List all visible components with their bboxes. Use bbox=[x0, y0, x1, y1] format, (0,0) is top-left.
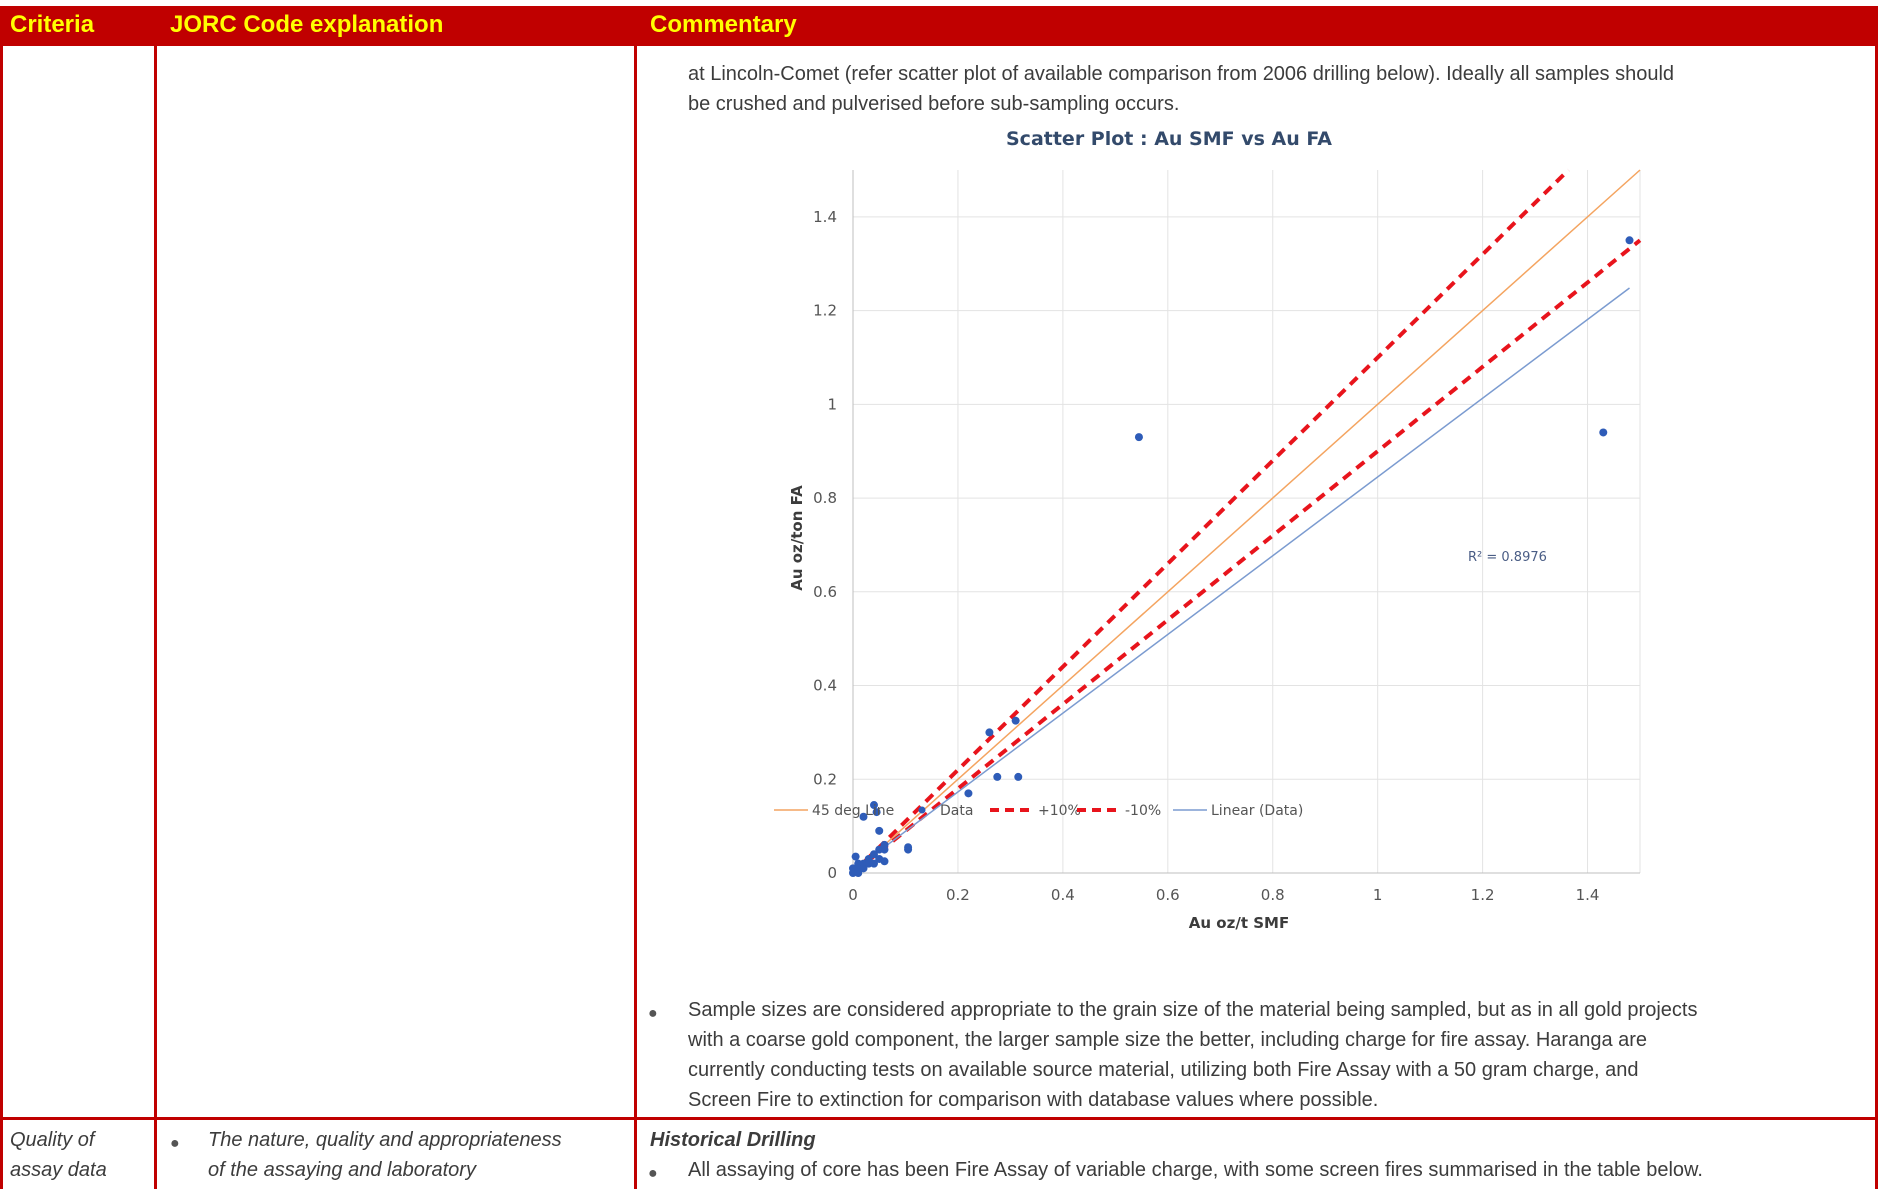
header-criteria: Criteria bbox=[10, 11, 95, 38]
y-tick-label: 1.4 bbox=[813, 208, 837, 226]
y-tick-label: 0.6 bbox=[813, 583, 837, 601]
jorc-quality-line-1: The nature, quality and appropriateness bbox=[208, 1129, 562, 1151]
sample-size-line-3: currently conducting tests on available … bbox=[688, 1059, 1639, 1081]
legend-item: -10% bbox=[1077, 803, 1161, 819]
data-point bbox=[880, 840, 889, 849]
legend-item: +10% bbox=[990, 803, 1081, 819]
data-point bbox=[1011, 716, 1020, 725]
x-tick-label: 0.8 bbox=[1261, 886, 1285, 904]
x-tick-label: 0 bbox=[848, 886, 858, 904]
data-point bbox=[1599, 428, 1608, 437]
data-point bbox=[964, 789, 973, 798]
header-commentary: Commentary bbox=[650, 11, 797, 38]
assaying-line: All assaying of core has been Fire Assay… bbox=[688, 1159, 1703, 1181]
sample-size-line-1: Sample sizes are considered appropriate … bbox=[688, 999, 1698, 1021]
data-point bbox=[872, 808, 881, 817]
sample-size-line-4: Screen Fire to extinction for comparison… bbox=[688, 1089, 1379, 1111]
jorc-quality-line-2: of the assaying and laboratory bbox=[208, 1159, 476, 1181]
data-point bbox=[864, 854, 873, 863]
series-line-45-deg-line bbox=[852, 169, 1641, 874]
r-squared-annotation: R² = 0.8976 bbox=[1468, 550, 1547, 565]
data-point bbox=[985, 728, 994, 737]
x-tick-label: 1.2 bbox=[1471, 886, 1495, 904]
data-point bbox=[869, 801, 878, 810]
x-tick-label: 1.4 bbox=[1576, 886, 1600, 904]
table-header: Criteria JORC Code explanation Commentar… bbox=[0, 6, 1878, 46]
column-divider-1 bbox=[154, 46, 157, 1189]
data-point bbox=[1134, 433, 1143, 442]
historical-drilling-heading: Historical Drilling bbox=[650, 1129, 816, 1151]
y-tick-label: 1 bbox=[827, 395, 837, 413]
data-point bbox=[904, 843, 913, 852]
x-tick-label: 0.4 bbox=[1051, 886, 1075, 904]
y-tick-label: 0.4 bbox=[813, 677, 837, 695]
data-point bbox=[1014, 772, 1023, 781]
sample-size-line-2: with a coarse gold component, the larger… bbox=[688, 1029, 1648, 1051]
chart-grid bbox=[852, 170, 1641, 874]
chart-points bbox=[849, 236, 1634, 877]
legend-label: Linear (Data) bbox=[1211, 803, 1303, 819]
header-jorc: JORC Code explanation bbox=[170, 11, 444, 38]
x-tick-label: 1 bbox=[1373, 886, 1383, 904]
data-point bbox=[993, 772, 1002, 781]
chart-title: Scatter Plot : Au SMF vs Au FA bbox=[1006, 128, 1332, 150]
chart-ticks: 0 0.2 0.4 0.6 0.8 1 1.2 1.4 0 0.2 0.4 0.6 0.8 1 1.2 1.4 bbox=[813, 208, 1599, 904]
criteria-quality-line-1: Quality of bbox=[10, 1129, 95, 1151]
x-tick-label: 0.2 bbox=[946, 886, 970, 904]
series-line--10- bbox=[851, 168, 1570, 875]
legend-label: Data bbox=[940, 803, 973, 819]
legend-marker bbox=[918, 806, 926, 814]
bullet-icon: ● bbox=[648, 1165, 658, 1182]
criteria-quality-line-2: assay data bbox=[10, 1159, 107, 1181]
y-tick-label: 1.2 bbox=[813, 302, 837, 320]
y-tick-label: 0 bbox=[827, 864, 837, 882]
data-point bbox=[1625, 236, 1634, 245]
x-tick-label: 0.6 bbox=[1156, 886, 1180, 904]
data-point bbox=[875, 826, 884, 835]
y-axis-label: Au oz/ton FA bbox=[788, 485, 806, 591]
legend-item: Data bbox=[918, 803, 973, 819]
scatter-plot: 0 0.2 0.4 0.6 0.8 1 1.2 1.4 0 0.2 0.4 0.6 0.8 1 1.2 1.4… bbox=[774, 168, 1642, 932]
y-tick-label: 0.2 bbox=[813, 770, 837, 788]
legend-item: Linear (Data) bbox=[1173, 803, 1303, 819]
series-line--10- bbox=[851, 238, 1642, 875]
commentary-line-1: at Lincoln-Comet (refer scatter plot of … bbox=[688, 63, 1675, 85]
legend-label: -10% bbox=[1125, 803, 1161, 819]
column-divider-2 bbox=[634, 46, 637, 1189]
legend-item: 45 deg Line bbox=[774, 803, 894, 819]
data-point bbox=[869, 859, 878, 868]
commentary-line-2: be crushed and pulverised before sub-sam… bbox=[688, 93, 1180, 115]
bullet-icon: ● bbox=[648, 1005, 658, 1022]
data-point bbox=[859, 864, 868, 873]
data-point bbox=[880, 857, 889, 866]
row-divider bbox=[0, 1117, 1878, 1120]
chart-lines bbox=[851, 168, 1642, 875]
legend-label: +10% bbox=[1038, 803, 1081, 819]
legend-label: 45 deg Line bbox=[812, 803, 894, 819]
x-axis-label: Au oz/t SMF bbox=[1189, 914, 1289, 932]
data-point bbox=[869, 850, 878, 859]
table-border-left bbox=[0, 46, 3, 1189]
chart-legend: 45 deg Line Data +10% -10% Linear (Data) bbox=[774, 803, 1303, 819]
series-line-linear-data- bbox=[855, 287, 1630, 870]
bullet-icon: ● bbox=[170, 1135, 180, 1152]
table-border-right bbox=[1875, 46, 1878, 1189]
data-point bbox=[859, 812, 868, 821]
y-tick-label: 0.8 bbox=[813, 489, 837, 507]
data-point bbox=[851, 852, 860, 861]
